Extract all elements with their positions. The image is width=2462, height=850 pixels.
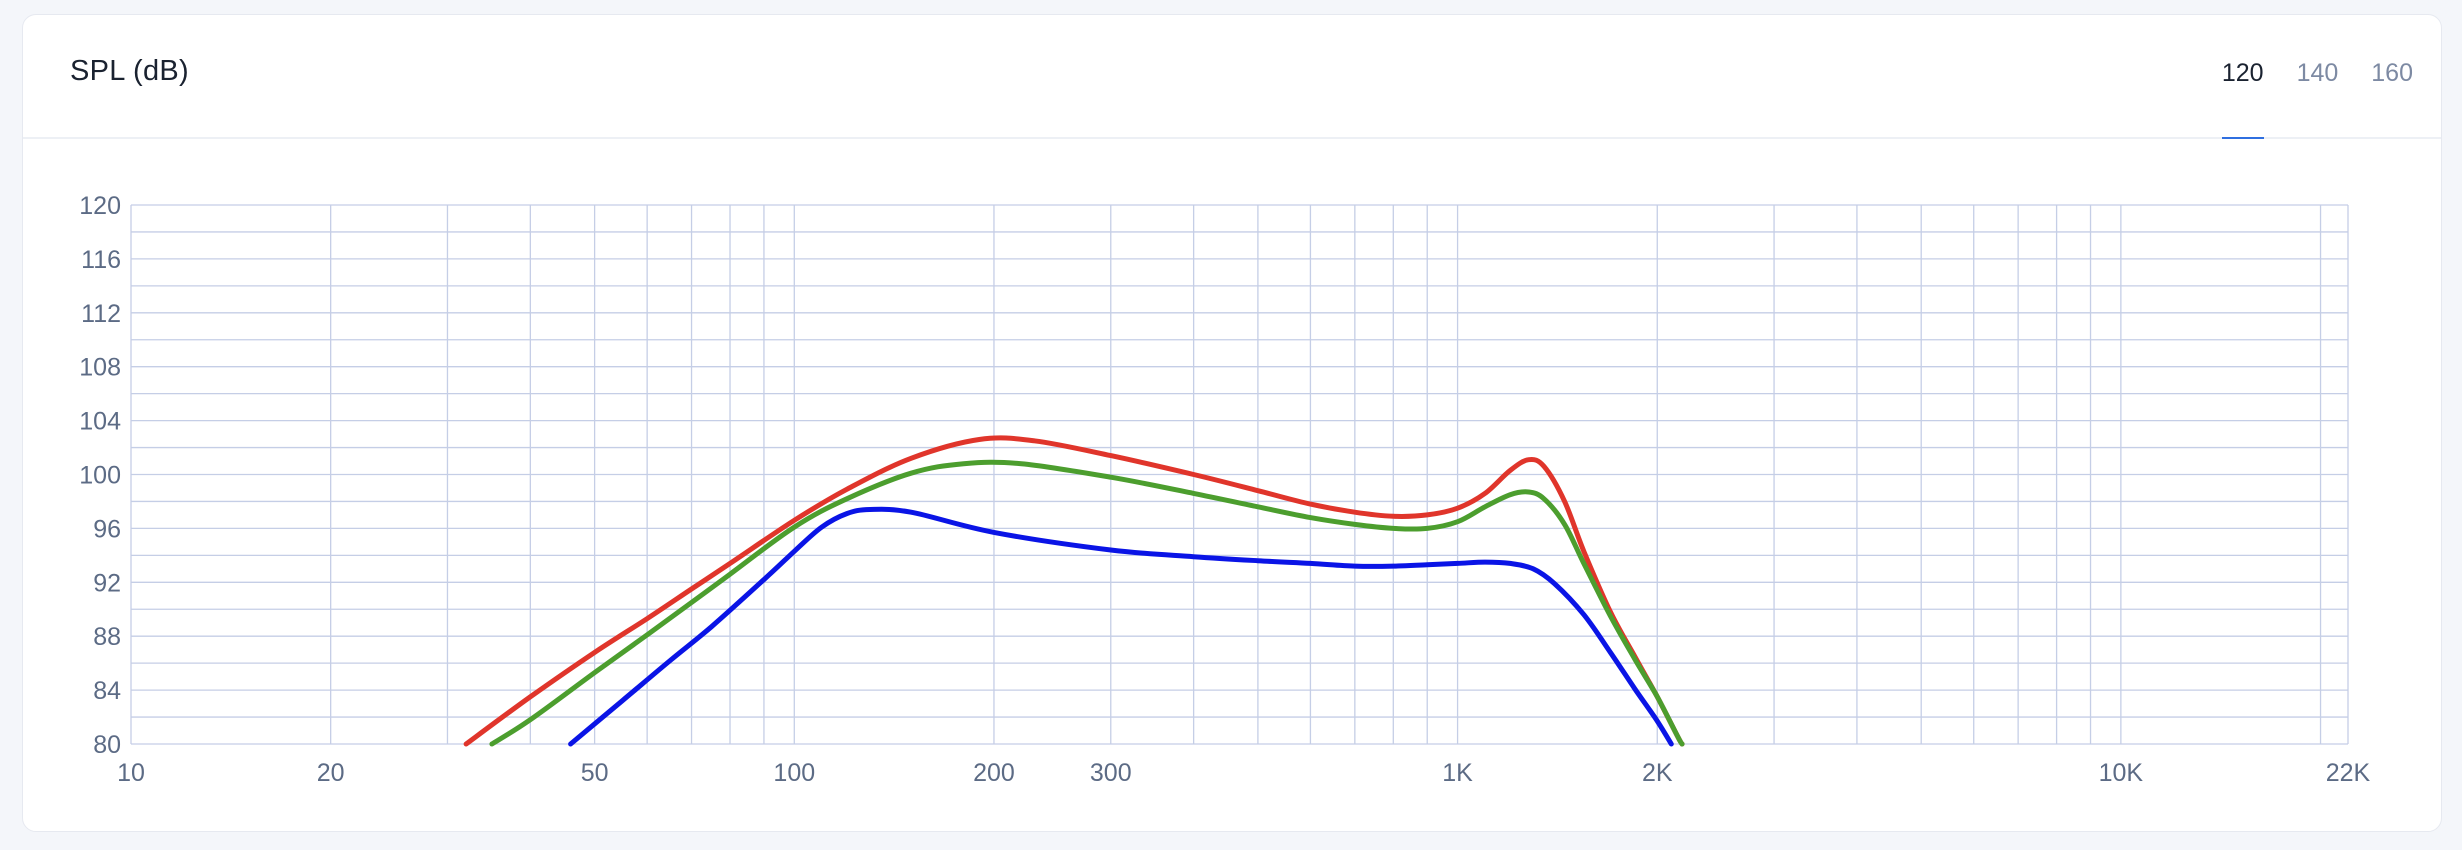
tab-140[interactable]: 140	[2296, 59, 2339, 87]
level-tabs: 120 140 160	[2189, 59, 2413, 139]
x-tick-label: 2K	[1642, 759, 1673, 787]
tab-160[interactable]: 160	[2371, 59, 2413, 87]
y-tick-label: 108	[79, 354, 121, 382]
y-tick-label: 80	[93, 731, 121, 759]
y-tick-label: 104	[79, 408, 121, 436]
x-tick-label: 10K	[2099, 759, 2144, 787]
y-tick-label: 92	[93, 569, 121, 597]
y-axis-labels: 80 84 88 92 96 100 104 108 112 116 120	[79, 192, 121, 759]
x-tick-label: 300	[1090, 759, 1132, 787]
x-tick-label: 22K	[2326, 759, 2371, 787]
series-line-2	[568, 506, 1674, 747]
spl-chart: 80 84 88 92 96 100 104 108 112 116 120 10 20 50 100 20…	[79, 192, 2370, 787]
y-tick-label: 120	[79, 192, 121, 220]
x-tick-label: 10	[117, 759, 145, 787]
y-tick-label: 112	[81, 300, 121, 328]
x-axis-labels: 10 20 50 100 200 300 1K 2K 10K 22K	[117, 759, 2370, 787]
chart-grid	[130, 204, 2349, 745]
y-tick-label: 100	[79, 462, 121, 490]
x-tick-label: 200	[973, 759, 1015, 787]
series-line-0	[463, 435, 1685, 747]
card-header: SPL (dB) 120 140 160	[23, 15, 2441, 139]
y-tick-label: 96	[93, 515, 121, 543]
chart-card: SPL (dB) 120 140 160	[22, 14, 2442, 832]
x-tick-label: 50	[581, 759, 609, 787]
x-tick-label: 20	[317, 759, 345, 787]
chart-series	[463, 435, 1685, 747]
y-tick-label: 84	[93, 677, 121, 705]
x-tick-label: 1K	[1442, 759, 1473, 787]
y-tick-label: 88	[93, 623, 121, 651]
y-tick-label: 116	[81, 246, 121, 274]
tab-120[interactable]: 120	[2221, 59, 2264, 139]
x-tick-label: 100	[773, 759, 815, 787]
chart-title: SPL (dB)	[70, 55, 189, 87]
series-line-1	[489, 459, 1685, 747]
